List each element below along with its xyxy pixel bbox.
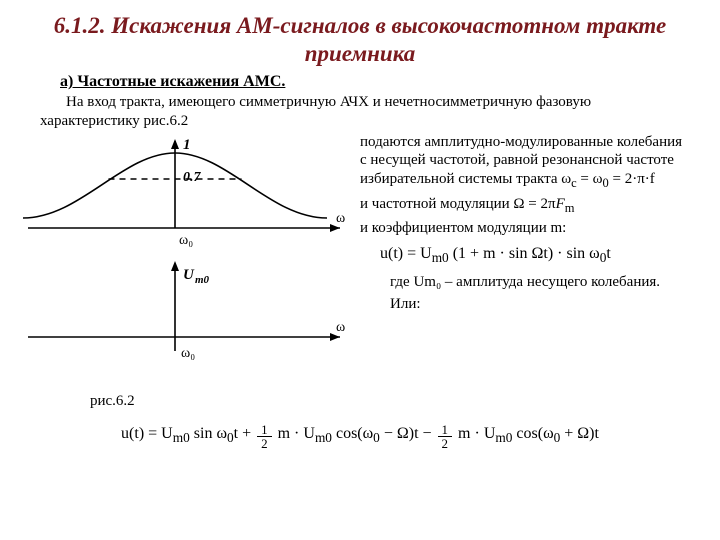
frequency-response-plot: 1 0.7 ω₀ ω Um0 ω₀ ω bbox=[10, 127, 370, 397]
para-2-text: и частотной модуляции bbox=[360, 196, 513, 212]
svg-text:ω₀: ω₀ bbox=[181, 346, 195, 361]
page-title: 6.1.2. Искажения АМ-сигналов в высокочас… bbox=[50, 12, 670, 67]
svg-text:ω: ω bbox=[336, 320, 345, 335]
eq-main: u(t) = Um0 (1 + m · sin Ωt) · sin ω0t bbox=[380, 244, 690, 267]
svg-text:U: U bbox=[183, 267, 195, 283]
para-5: Или: bbox=[360, 295, 690, 314]
intro-text: На вход тракта, имеющего симметричную АЧ… bbox=[40, 93, 670, 131]
para-4-text: где Um₀ – амплитуда несущего колебания. bbox=[390, 274, 660, 290]
svg-text:ω: ω bbox=[336, 211, 345, 226]
para-5-text: Или: bbox=[390, 296, 421, 312]
figure-caption: рис.6.2 bbox=[90, 393, 135, 410]
eq-carrier: ωc = ω0 = 2·π·f bbox=[561, 171, 655, 187]
figure-6-2: 1 0.7 ω₀ ω Um0 ω₀ ω рис.6.2 bbox=[30, 133, 360, 423]
right-text-block: подаются амплитудно-модулированные колеб… bbox=[360, 133, 690, 317]
svg-text:0.7: 0.7 bbox=[183, 170, 202, 185]
svg-text:m0: m0 bbox=[195, 274, 210, 286]
intro-text-content: На вход тракта, имеющего симметричную АЧ… bbox=[40, 94, 591, 129]
subsection-heading: а) Частотные искажения АМС. bbox=[60, 73, 690, 91]
eq-expanded: u(t) = Um0 sin ω0t + 12 m · Um0 cos(ω0 −… bbox=[30, 423, 690, 450]
eq-omega-mod: Ω = 2πFm bbox=[513, 196, 574, 212]
para-1: подаются амплитудно-модулированные колеб… bbox=[360, 133, 690, 192]
para-2: и частотной модуляции Ω = 2πFm bbox=[360, 195, 690, 217]
svg-text:1: 1 bbox=[183, 137, 191, 153]
para-3: и коэффициентом модуляции m: bbox=[360, 219, 690, 238]
para-4: где Um₀ – амплитуда несущего колебания. bbox=[360, 273, 690, 292]
svg-text:ω₀: ω₀ bbox=[179, 233, 193, 248]
